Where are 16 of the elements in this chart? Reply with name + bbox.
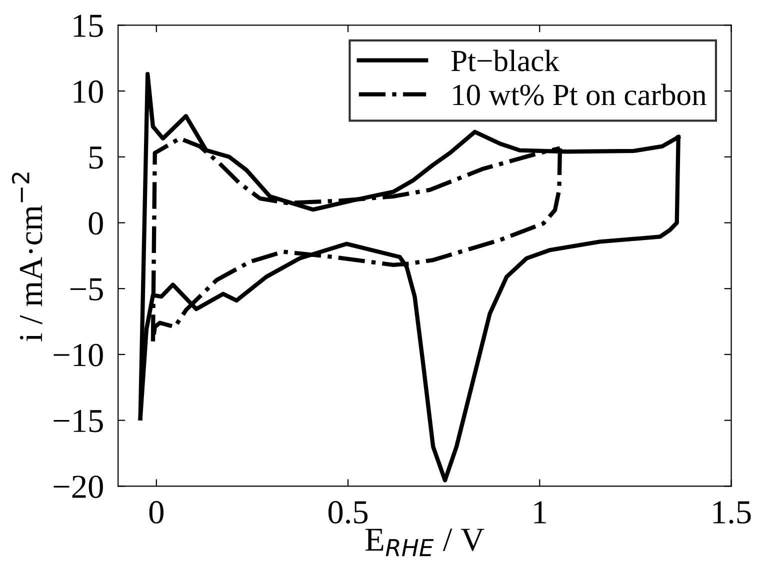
x-tick-label: 0 — [149, 501, 164, 524]
x-tick-label: 0.5 — [328, 501, 368, 524]
legend-label: Pt−black — [451, 50, 560, 72]
y-tick-label: −15 — [54, 410, 103, 432]
y-tick-label: 5 — [89, 146, 103, 169]
legend-label: 10 wt% Pt on carbon — [453, 84, 706, 106]
y-tick-label: −20 — [54, 476, 103, 498]
x-tick-label: 1.5 — [713, 501, 751, 524]
y-tick-label: −5 — [70, 278, 103, 301]
y-tick-label: −10 — [54, 344, 103, 366]
y-tick-label: 15 — [74, 14, 103, 38]
y-tick-label: 0 — [88, 212, 103, 235]
y-axis-title: i / mA·cm$^{−2}$ — [12, 172, 42, 342]
x-axis-title: E$_{RHE}$ / V — [365, 528, 484, 556]
x-tick-label: 1 — [534, 501, 546, 524]
y-tick-label: 10 — [74, 80, 103, 103]
